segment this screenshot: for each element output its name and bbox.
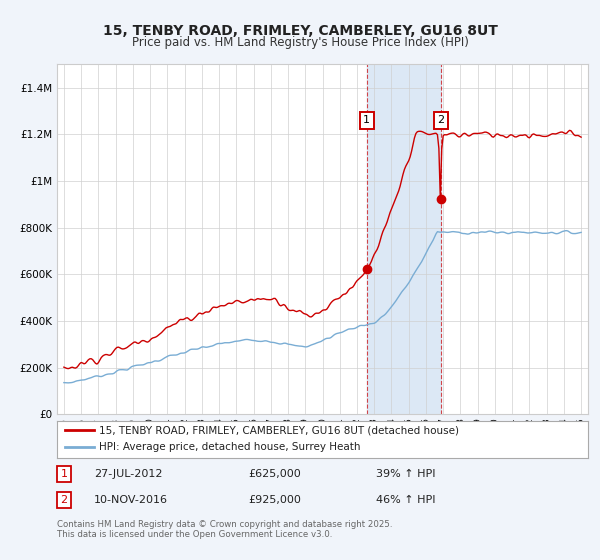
Text: 15, TENBY ROAD, FRIMLEY, CAMBERLEY, GU16 8UT (detached house): 15, TENBY ROAD, FRIMLEY, CAMBERLEY, GU16… bbox=[100, 425, 460, 435]
Text: 15, TENBY ROAD, FRIMLEY, CAMBERLEY, GU16 8UT: 15, TENBY ROAD, FRIMLEY, CAMBERLEY, GU16… bbox=[103, 24, 497, 38]
Text: Price paid vs. HM Land Registry's House Price Index (HPI): Price paid vs. HM Land Registry's House … bbox=[131, 36, 469, 49]
Text: 2: 2 bbox=[61, 495, 67, 505]
Text: 10-NOV-2016: 10-NOV-2016 bbox=[94, 495, 168, 505]
Text: 27-JUL-2012: 27-JUL-2012 bbox=[94, 469, 163, 479]
Text: 46% ↑ HPI: 46% ↑ HPI bbox=[376, 495, 435, 505]
Text: Contains HM Land Registry data © Crown copyright and database right 2025.
This d: Contains HM Land Registry data © Crown c… bbox=[57, 520, 392, 539]
Text: £625,000: £625,000 bbox=[248, 469, 301, 479]
Text: HPI: Average price, detached house, Surrey Heath: HPI: Average price, detached house, Surr… bbox=[100, 442, 361, 452]
Text: 1: 1 bbox=[61, 469, 67, 479]
Text: 39% ↑ HPI: 39% ↑ HPI bbox=[376, 469, 435, 479]
Text: £925,000: £925,000 bbox=[248, 495, 301, 505]
Bar bbox=[367, 64, 441, 414]
Text: 2: 2 bbox=[437, 115, 445, 125]
Text: 1: 1 bbox=[364, 115, 370, 125]
